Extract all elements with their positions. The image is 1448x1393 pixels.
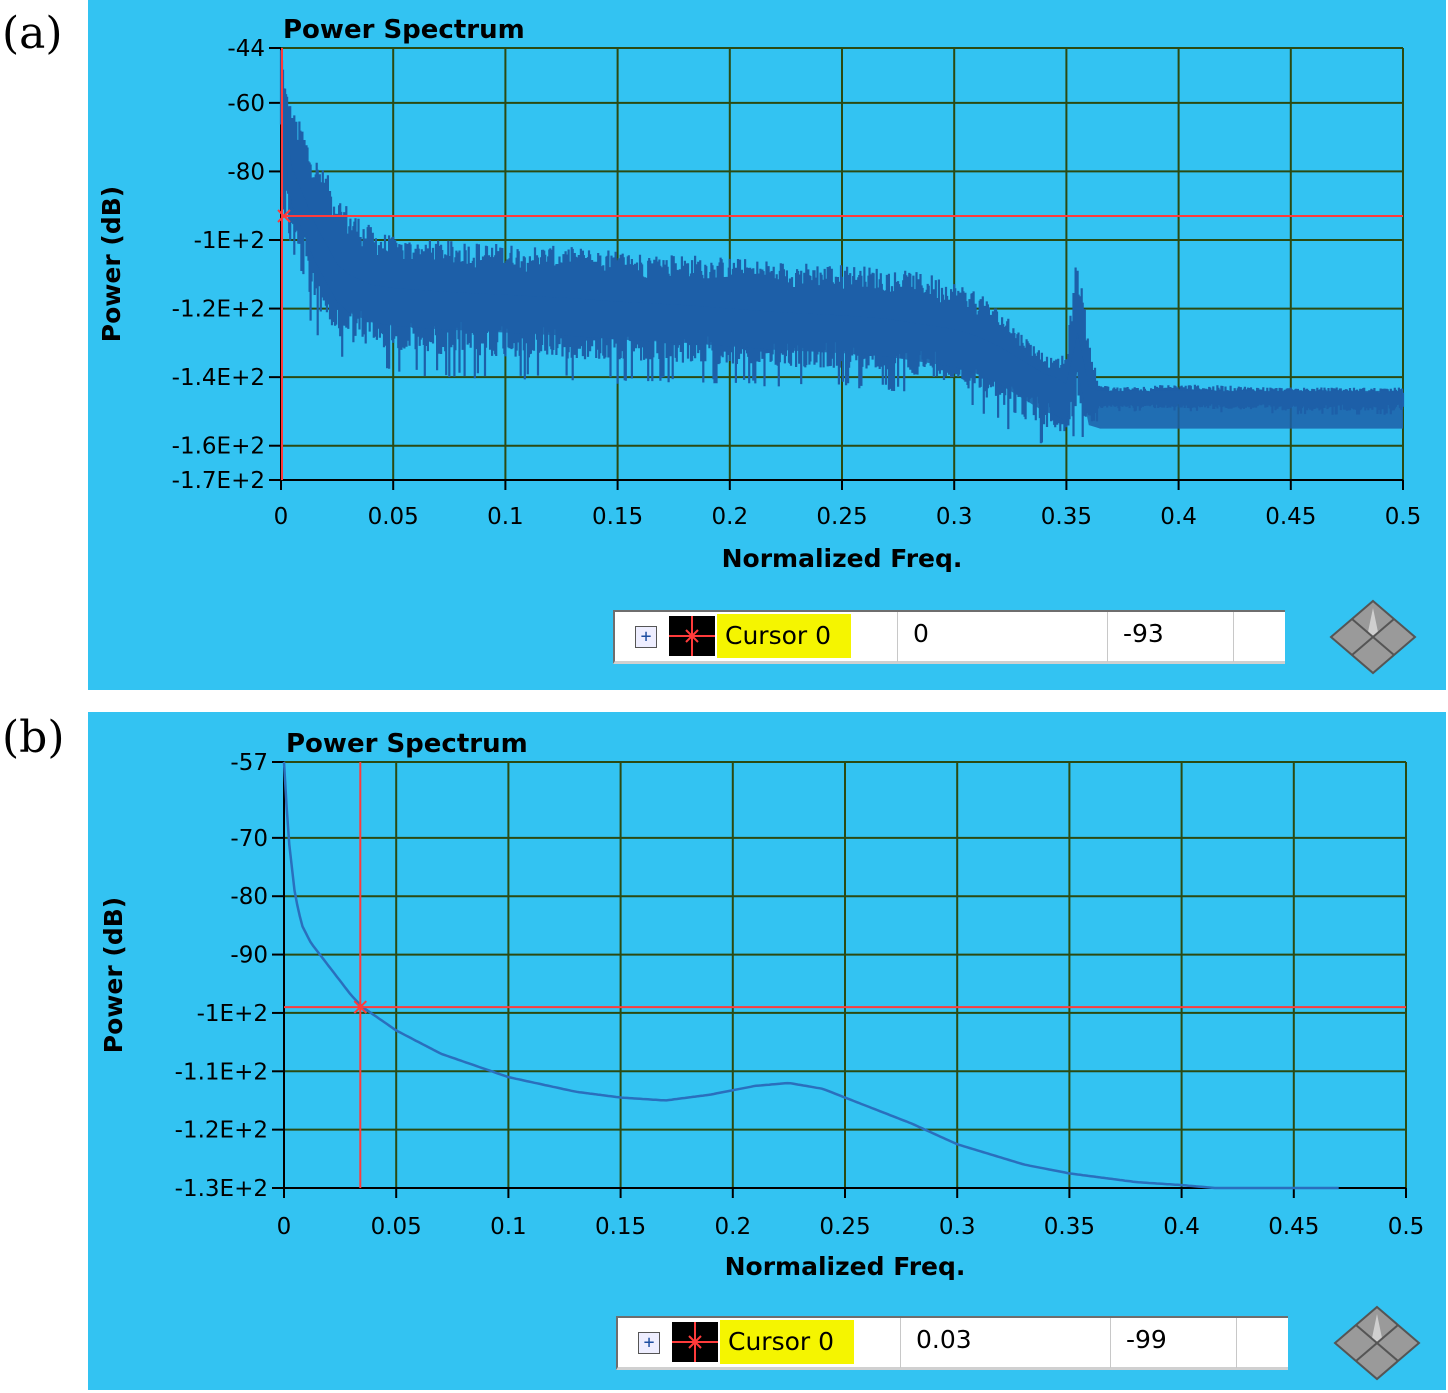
x-tick-label: 0.35	[1041, 504, 1092, 530]
x-tick-label: 0.15	[595, 1214, 646, 1240]
chart-panel-b: 0 0.05 0.1 0.15 0.2 0.25 0.3 0.35 0.4 0.45 0.5 -57 -…	[88, 712, 1446, 1390]
x-tick-label: 0.2	[715, 1214, 752, 1240]
chart-panel-a: 0 0.05 0.1 0.15 0.2 0.25 0.3 0.35 0.4 0.45 0.5 -44 -…	[88, 0, 1446, 690]
x-tick-label: 0.1	[487, 504, 524, 530]
y-tick-label: -1.1E+2	[175, 1059, 268, 1085]
chart-title: Power Spectrum	[283, 15, 525, 45]
legend-divider	[897, 612, 898, 662]
chart-title: Power Spectrum	[286, 729, 528, 759]
cursor-y-value[interactable]: -93	[1123, 619, 1164, 648]
x-tick-label: 0.15	[592, 504, 643, 530]
y-tick-label: -1.2E+2	[172, 297, 265, 323]
x-axis-label: Normalized Freq.	[722, 544, 963, 573]
y-tick-label: -44	[227, 36, 265, 62]
legend-divider	[1110, 1318, 1111, 1368]
x-tick-label: 0.45	[1265, 504, 1316, 530]
x-tick-label: 0.25	[816, 504, 867, 530]
cursor-point-marker[interactable]	[353, 1000, 368, 1014]
pan-navigation-icon[interactable]	[1332, 1304, 1422, 1382]
power-spectrum-chart-a: 0 0.05 0.1 0.15 0.2 0.25 0.3 0.35 0.4 0.45 0.5 -44 -…	[97, 15, 1422, 573]
x-tick-label: 0	[277, 1214, 292, 1240]
y-tick-label: -60	[227, 91, 265, 117]
x-tick-label: 0.3	[936, 504, 973, 530]
panel-label-b: (b)	[2, 712, 65, 763]
x-tick-label: 0.05	[368, 504, 419, 530]
cursor-x-value[interactable]: 0	[913, 619, 929, 648]
pan-navigation-icon[interactable]	[1328, 598, 1418, 676]
legend-divider	[1107, 612, 1108, 662]
cursor-legend-b: + Cursor 0 0.03 -99	[616, 1316, 1288, 1370]
y-tick-label: -1E+2	[197, 1001, 268, 1027]
x-axis-label: Normalized Freq.	[725, 1252, 966, 1281]
y-tick-label: -1.7E+2	[172, 468, 265, 494]
panel-label-a: (a)	[2, 8, 63, 59]
x-tick-label: 0.25	[819, 1214, 870, 1240]
cursor-crosshair[interactable]	[277, 48, 1403, 480]
y-tick-label: -80	[230, 884, 268, 910]
y-axis-label: Power (dB)	[99, 897, 128, 1053]
cursor-y-value[interactable]: -99	[1126, 1325, 1167, 1354]
x-tick-label: 0.4	[1160, 504, 1197, 530]
cursor-x-value[interactable]: 0.03	[916, 1325, 972, 1354]
cursor-name[interactable]: Cursor 0	[717, 614, 851, 658]
x-tick-label: 0.5	[1385, 504, 1422, 530]
x-tick-label: 0.4	[1163, 1214, 1200, 1240]
y-tick-label: -1E+2	[194, 228, 265, 254]
x-tick-label: 0	[274, 504, 289, 530]
y-tick-label: -70	[230, 826, 268, 852]
x-tick-label: 0.35	[1044, 1214, 1095, 1240]
y-tick-label: -1.6E+2	[172, 434, 265, 460]
x-tick-label: 0.1	[490, 1214, 527, 1240]
cursor-crosshair-icon[interactable]	[672, 1322, 718, 1362]
expand-icon[interactable]: +	[638, 1332, 660, 1354]
y-axis-label: Power (dB)	[97, 186, 126, 342]
y-tick-label: -1.3E+2	[175, 1176, 268, 1202]
x-tick-label: 0.05	[371, 1214, 422, 1240]
cursor-crosshair[interactable]	[284, 762, 1406, 1188]
spectrum-line	[282, 761, 1339, 1190]
y-tick-label: -80	[227, 159, 265, 185]
x-tick-label: 0.45	[1268, 1214, 1319, 1240]
cursor-crosshair-icon[interactable]	[669, 616, 715, 656]
cursor-point-marker[interactable]	[277, 209, 291, 223]
spectrum-core	[281, 51, 1403, 429]
x-tick-label: 0.2	[712, 504, 749, 530]
x-tick-label: 0.3	[939, 1214, 976, 1240]
y-tick-label: -90	[230, 943, 268, 969]
cursor-name[interactable]: Cursor 0	[720, 1320, 854, 1364]
legend-divider	[1236, 1318, 1237, 1368]
y-tick-label: -57	[230, 750, 268, 776]
legend-divider	[1233, 612, 1234, 662]
y-tick-label: -1.2E+2	[175, 1118, 268, 1144]
expand-icon[interactable]: +	[635, 626, 657, 648]
cursor-legend-a: + Cursor 0 0 -93	[613, 610, 1285, 664]
y-tick-label: -1.4E+2	[172, 365, 265, 391]
power-spectrum-chart-b: 0 0.05 0.1 0.15 0.2 0.25 0.3 0.35 0.4 0.45 0.5 -57 -…	[99, 729, 1425, 1281]
x-tick-label: 0.5	[1388, 1214, 1425, 1240]
legend-divider	[900, 1318, 901, 1368]
